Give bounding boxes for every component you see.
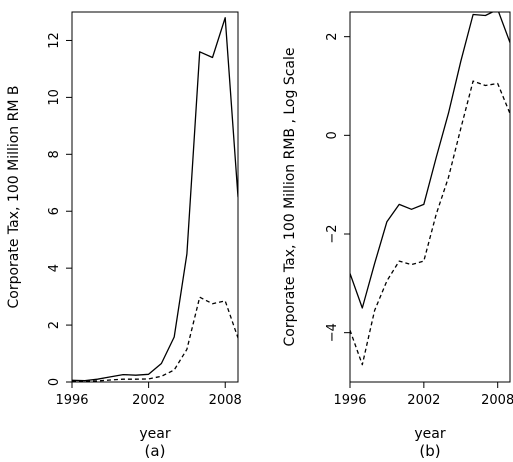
y-tick-label-1-4: 8: [47, 150, 62, 158]
series-line-1-dashed: [72, 296, 238, 382]
chart-panel-1: 1996 2002 2008 0 2 4 6 8 10 12 year Corporate Tax, …: [6, 11, 242, 460]
y-tick-label-2-1: −2: [325, 224, 340, 243]
y-tick-label-1-5: 10: [47, 89, 62, 106]
x-tick-label-2-0: 1996: [333, 393, 366, 408]
x-axis-title-1: year: [139, 426, 170, 442]
chart-panel-2: 1996 2002 2008 −4 −2 0 2 year Corporate Tax, 100…: [282, 11, 513, 460]
y-tick-label-1-3: 6: [47, 207, 62, 215]
y-tick-label-1-2: 4: [47, 264, 62, 272]
panel-label-2: (b): [419, 442, 440, 460]
x-tick-label-2-2: 2008: [481, 393, 513, 408]
y-tick-label-1-0: 0: [47, 378, 62, 386]
x-axis-title-2: year: [414, 426, 445, 442]
y-tick-label-2-3: 2: [325, 33, 340, 41]
y-tick-label-2-2: 0: [325, 131, 340, 139]
y-tick-label-1-1: 2: [47, 321, 62, 329]
plot-frame-1: [71, 11, 239, 383]
plot-frame-2: [349, 11, 511, 383]
series-line-1-solid: [72, 17, 238, 382]
series-line-2-solid: [350, 12, 510, 309]
y-tick-label-2-0: −4: [325, 323, 340, 342]
series-line-2-dashed: [350, 80, 510, 366]
series-group-2: [350, 12, 510, 366]
panel-label-1: (a): [145, 442, 166, 460]
series-group-1: [72, 17, 238, 382]
y-axis-title-1: Corporate Tax, 100 Million RM B: [6, 86, 22, 309]
x-tick-label-1-1: 2002: [132, 393, 165, 408]
x-tick-label-1-2: 2008: [209, 393, 242, 408]
x-tick-label-2-1: 2002: [407, 393, 440, 408]
x-tick-label-1-0: 1996: [55, 393, 88, 408]
y-axis-title-2: Corporate Tax, 100 Million RMB , Log Sca…: [282, 47, 298, 346]
y-tick-label-1-6: 12: [47, 32, 62, 49]
